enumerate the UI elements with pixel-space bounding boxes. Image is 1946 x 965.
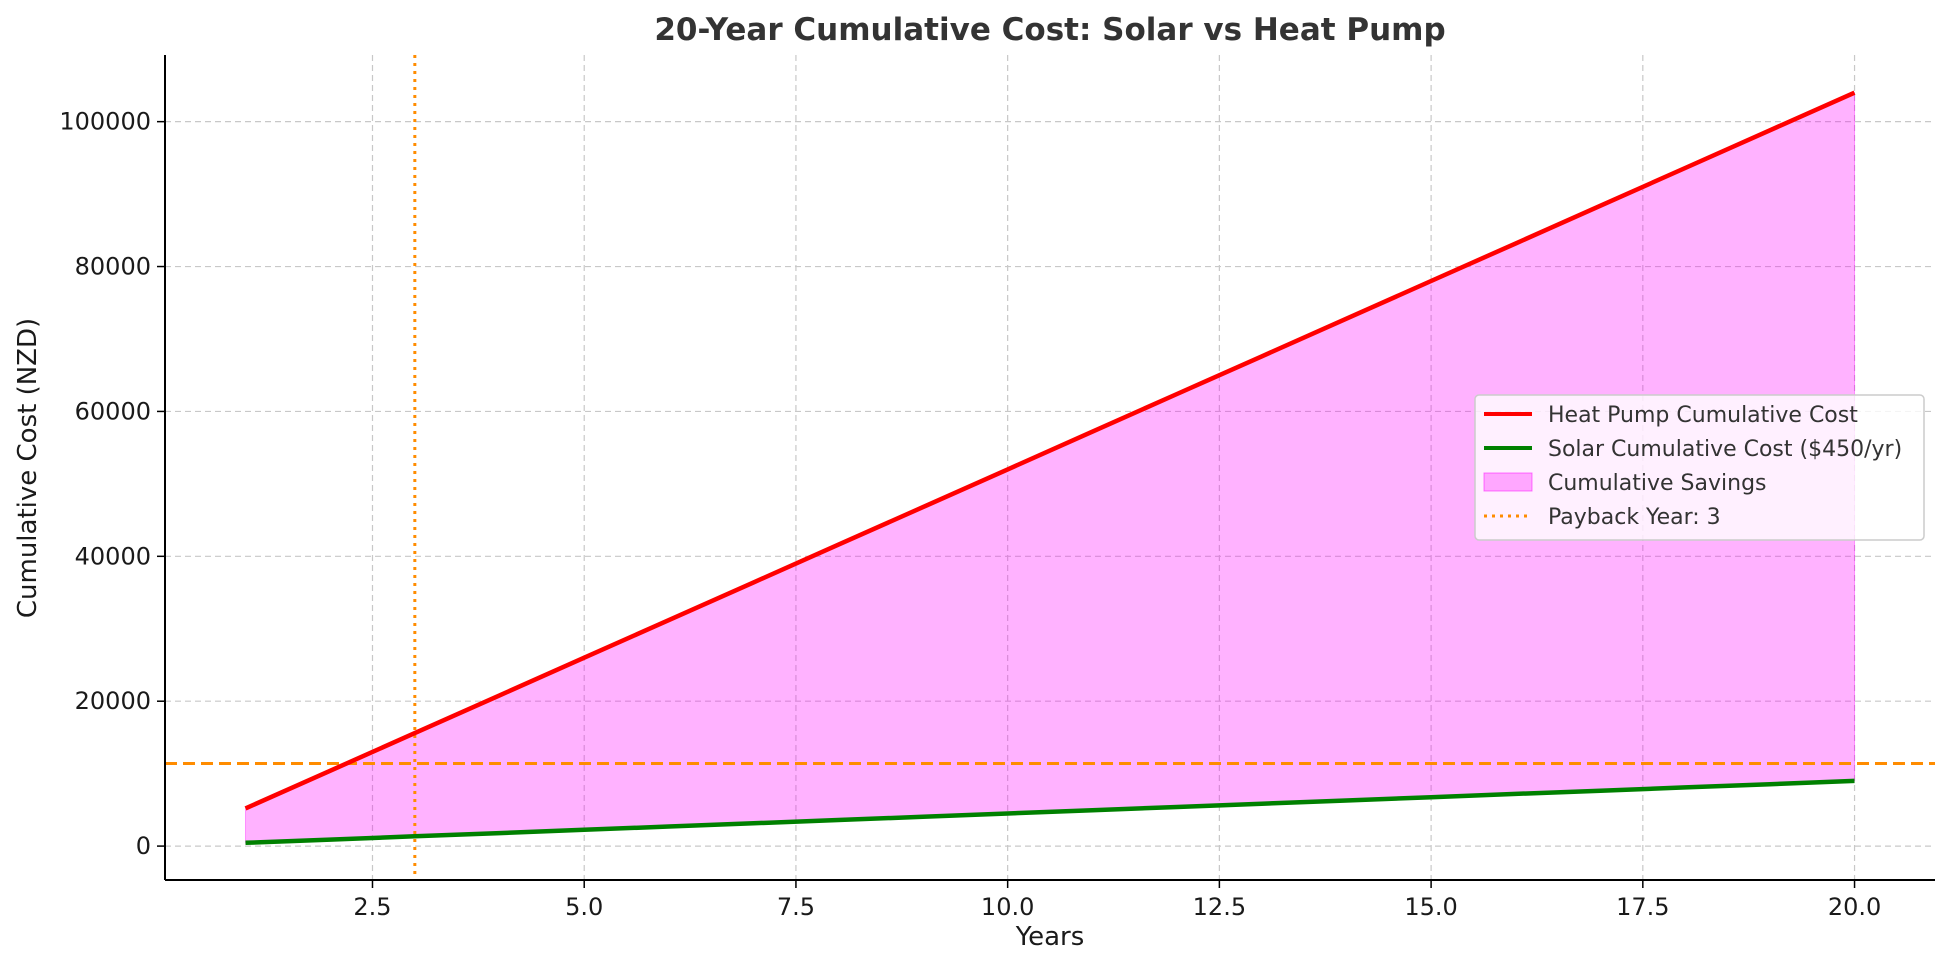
x-tick-label: 15.0 — [1404, 893, 1457, 921]
x-tick-label: 17.5 — [1616, 893, 1669, 921]
y-tick-label: 20000 — [75, 687, 151, 715]
y-tick-label: 80000 — [75, 253, 151, 281]
y-tick-label: 40000 — [75, 542, 151, 570]
legend-payback-label: Payback Year: 3 — [1548, 505, 1721, 530]
x-axis-title: Years — [1015, 922, 1085, 952]
y-axis-title: Cumulative Cost (NZD) — [13, 318, 43, 618]
y-tick-label: 60000 — [75, 397, 151, 425]
chart-title: 20-Year Cumulative Cost: Solar vs Heat P… — [654, 12, 1445, 48]
solar-cost-line — [245, 778, 1855, 846]
heat-pump-cost-line — [244, 90, 1856, 811]
x-tick-label: 2.5 — [353, 893, 391, 921]
legend-box — [1474, 394, 1925, 541]
x-tick-label: 10.0 — [981, 893, 1034, 921]
axes — [164, 55, 1935, 881]
legend-savings-label: Cumulative Savings — [1548, 471, 1767, 496]
y-tick-label: 0 — [136, 832, 151, 860]
legend: Heat Pump Cumulative Cost Solar Cumulati… — [1474, 394, 1925, 541]
ticks: 2.5 5.0 7.5 10.0 12.5 15.0 17.5 20.0 0 20000 40000… — [59, 108, 1881, 921]
x-tick-label: 5.0 — [565, 893, 603, 921]
y-tick-label: 100000 — [59, 108, 151, 136]
x-tick-label: 20.0 — [1828, 893, 1881, 921]
legend-heat-pump-label: Heat Pump Cumulative Cost — [1548, 403, 1858, 428]
legend-savings-swatch — [1483, 472, 1533, 492]
legend-solar-label: Solar Cumulative Cost ($450/yr) — [1548, 437, 1902, 462]
x-tick-label: 7.5 — [777, 893, 815, 921]
x-tick-label: 12.5 — [1193, 893, 1246, 921]
plot-area — [165, 55, 1935, 880]
